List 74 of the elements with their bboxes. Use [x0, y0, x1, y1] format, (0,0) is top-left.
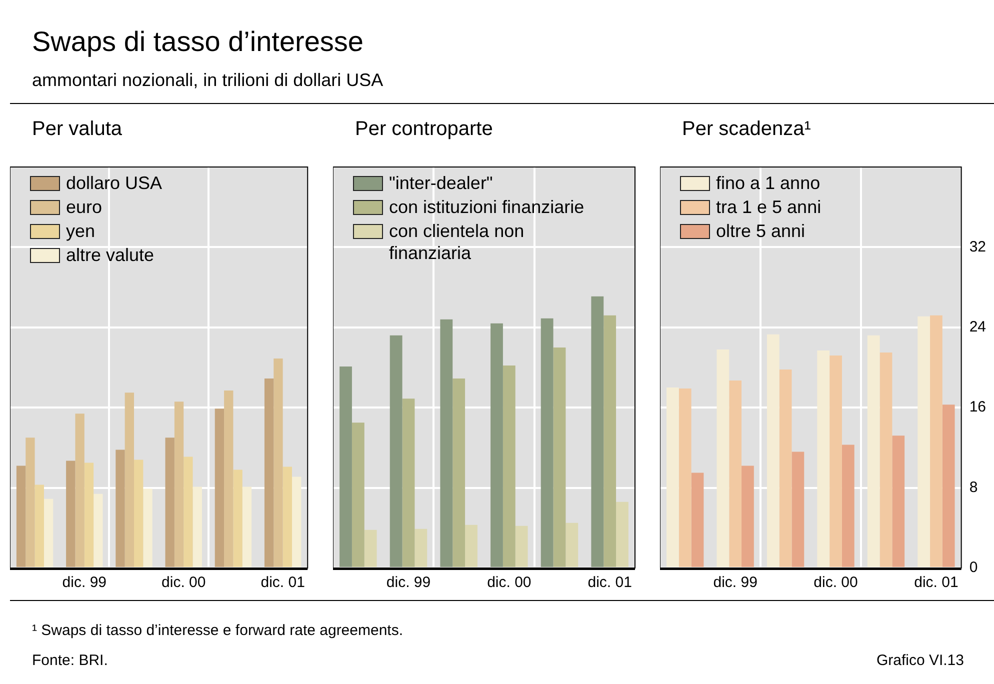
legend-label: altre valute — [66, 244, 154, 266]
bar — [414, 528, 428, 567]
bar — [282, 466, 292, 567]
bar — [134, 460, 144, 567]
x-tick-label: dic. 99 — [386, 574, 431, 592]
bar — [174, 402, 184, 567]
source-note: Fonte: BRI. — [32, 652, 108, 669]
bar — [143, 488, 152, 567]
bar — [224, 390, 234, 567]
text: Grafico VI.13 — [876, 652, 964, 669]
x-tick-label: dic. 00 — [162, 574, 206, 592]
chart-title: Per valuta — [32, 118, 122, 141]
bar — [94, 494, 103, 567]
bar — [233, 470, 242, 567]
bar — [44, 498, 54, 567]
text: ¹ Swaps di tasso d’interesse e forward rate agreements. — [32, 622, 404, 639]
y-tick-label: 32 — [969, 238, 986, 256]
bar — [540, 318, 554, 567]
bar — [591, 296, 604, 567]
x-tick-label: dic. 00 — [814, 574, 858, 592]
legend-label: yen — [66, 220, 96, 242]
text: Swaps di tasso d’interesse — [32, 26, 364, 58]
bar — [452, 378, 466, 567]
bar — [184, 456, 193, 567]
bar — [214, 408, 224, 567]
bar — [242, 486, 252, 567]
chart-title: Per controparte — [355, 118, 493, 141]
bar — [116, 450, 125, 567]
bar — [566, 522, 578, 567]
y-tick-label: 8 — [969, 478, 978, 496]
bar — [84, 462, 94, 567]
bar — [402, 398, 415, 567]
bar — [502, 365, 516, 567]
x-tick-label: dic. 01 — [914, 574, 958, 592]
x-tick-label: dic. 99 — [713, 574, 758, 592]
x-tick-label: dic. 99 — [62, 574, 107, 592]
bar — [292, 476, 302, 567]
bar — [124, 392, 134, 567]
legend-label: oltre 5 anni — [716, 220, 806, 242]
x-tick-label: dic. 00 — [487, 574, 532, 592]
bar — [16, 466, 26, 567]
bar — [66, 460, 76, 567]
bar — [340, 366, 352, 567]
bar — [352, 422, 364, 567]
x-tick-label: dic. 01 — [260, 574, 305, 592]
bar — [515, 526, 528, 567]
text: ammontari nozionali, in trilioni di dollari USA — [32, 70, 384, 91]
y-tick-label: 0 — [969, 559, 978, 576]
legend-label: con clientela non finanziaria — [389, 220, 526, 264]
bar — [165, 438, 174, 567]
bar — [553, 347, 566, 567]
bar — [465, 524, 478, 567]
chart-title: Per scadenza¹ — [682, 118, 811, 141]
bar — [75, 414, 84, 567]
legend-label: euro — [66, 196, 102, 218]
y-tick-label: 24 — [969, 318, 986, 336]
x-tick-label: dic. 01 — [588, 574, 632, 592]
bar — [440, 319, 453, 567]
legend-label: fino a 1 anno — [716, 172, 820, 194]
bar — [364, 530, 377, 567]
legend-label: dollaro USA — [66, 172, 162, 194]
bar — [390, 335, 402, 567]
legend-label: "inter-dealer" — [389, 172, 493, 194]
bar — [34, 484, 44, 567]
bar — [274, 358, 283, 567]
bar — [490, 323, 503, 567]
y-tick-label: 16 — [969, 398, 986, 416]
bar — [616, 502, 628, 567]
bar — [264, 378, 274, 567]
bar — [192, 486, 202, 567]
legend-label: con istituzioni finanziarie — [389, 196, 584, 218]
bar — [26, 438, 35, 567]
bar — [604, 315, 616, 567]
legend-label: tra 1 e 5 anni — [716, 196, 822, 218]
